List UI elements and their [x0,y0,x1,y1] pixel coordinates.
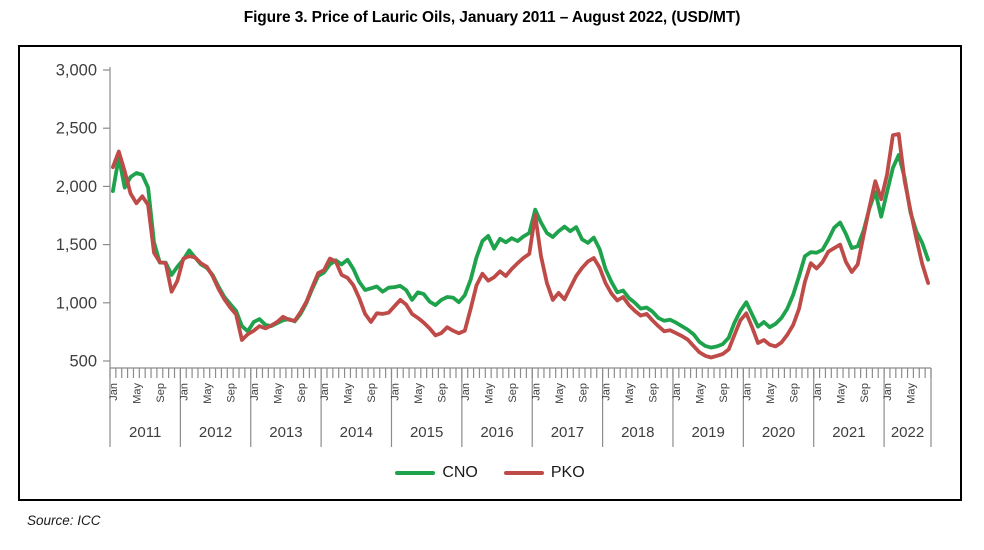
month-tick-label: Sep [155,383,167,403]
month-tick-label: Sep [437,383,449,403]
year-label: 2011 [129,424,161,441]
year-label: 2018 [621,424,654,441]
month-tick-label: Jan [882,383,894,401]
month-tick-label: May [624,383,636,404]
legend-label: CNO [442,464,478,481]
legend-item-cno: CNO [395,464,478,482]
month-tick-label: Jan [671,383,683,401]
month-tick-label: Jan [460,383,472,401]
year-label: 2016 [480,424,513,441]
month-tick-label: Sep [718,383,730,403]
y-tick-label: 2,500 [56,120,97,138]
year-label: 2019 [691,424,724,441]
month-tick-label: Jan [249,383,261,401]
legend-item-pko: PKO [503,464,585,482]
y-tick-label: 1,500 [56,236,97,254]
month-tick-label: May [765,383,777,404]
month-tick-label: Jan [319,383,331,401]
month-tick-label: May [272,383,284,404]
year-label: 2015 [410,424,443,441]
month-tick-label: May [132,383,144,404]
month-tick-label: May [343,383,355,404]
month-tick-label: May [483,383,495,404]
y-tick-label: 2,000 [56,178,97,196]
month-tick-label: Sep [507,383,519,403]
source-note: Source: ICC [27,513,101,528]
year-label: 2013 [269,424,302,441]
year-label: 2021 [832,424,865,441]
month-tick-label: Sep [296,383,308,403]
legend-swatch-cno [395,470,436,476]
y-tick-label: 3,000 [56,62,97,80]
month-tick-label: Sep [788,383,800,403]
year-label: 2022 [891,424,924,441]
series-line-cno [111,153,930,350]
month-tick-label: May [906,383,918,404]
series-line-pko [111,132,930,360]
month-tick-label: May [835,383,847,404]
month-tick-label: Sep [225,383,237,403]
legend-swatch-pko [503,470,544,476]
month-tick-label: Jan [812,383,824,401]
y-tick-label: 500 [69,353,97,371]
month-tick-label: May [202,383,214,404]
month-tick-label: Sep [859,383,871,403]
year-label: 2012 [199,424,232,441]
month-tick-label: May [413,383,425,404]
month-tick-label: May [554,383,566,404]
month-tick-label: Sep [577,383,589,403]
month-tick-label: Sep [366,383,378,403]
month-tick-label: Jan [601,383,613,401]
year-label: 2020 [762,424,795,441]
chart-frame: 500 1,000 1,500 2,000 2,500 3,000 Jan May Sep Jan… [18,45,962,501]
month-tick-label: Jan [390,383,402,401]
axis-labels: 500 1,000 1,500 2,000 2,500 3,000 Jan May Sep Jan… [56,62,925,442]
y-tick-label: 1,000 [56,294,97,312]
figure-title: Figure 3. Price of Lauric Oils, January … [243,9,741,26]
month-tick-label: May [695,383,707,404]
month-tick-label: Jan [108,383,120,401]
legend: CNO PKO [20,464,960,482]
month-tick-label: Sep [648,383,660,403]
month-tick-label: Jan [742,383,754,401]
month-tick-label: Jan [530,383,542,401]
chart-canvas: 500 1,000 1,500 2,000 2,500 3,000 Jan May Sep Jan… [56,62,932,447]
axes [103,67,932,447]
year-label: 2014 [340,424,373,441]
legend-label: PKO [550,464,585,481]
month-tick-label: Jan [179,383,191,401]
year-label: 2017 [551,424,584,441]
